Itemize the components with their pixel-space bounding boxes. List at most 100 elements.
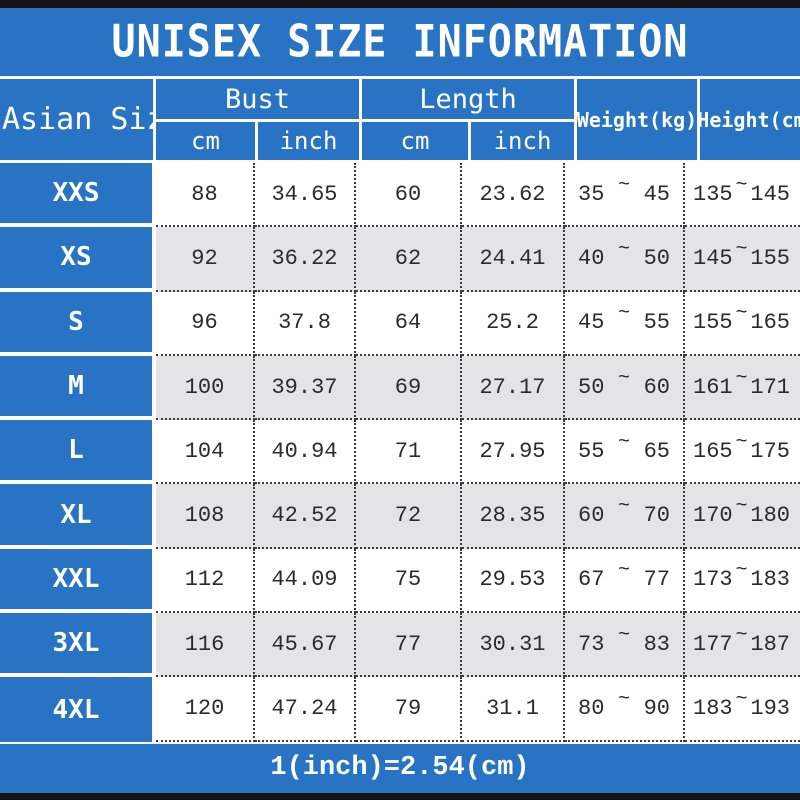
bust-inch-value: 37.8 xyxy=(255,291,356,356)
weight-range: 73 ~ 83 xyxy=(565,613,685,678)
length-inch-subheader: inch xyxy=(471,122,574,160)
bust-cm-subheader: cm xyxy=(156,122,255,160)
table-row: XXL 112 44.09 75 29.53 67 ~ 77 173 ~ 183 xyxy=(0,548,800,614)
table-row: 4XL 120 47.24 79 31.1 80 ~ 90 183 ~ 193 xyxy=(0,677,800,742)
table-row: S 96 37.8 64 25.2 45 ~ 55 155 ~ 165 xyxy=(0,291,800,356)
height-max-value: 165 xyxy=(750,310,790,336)
height-min-value: 183 xyxy=(693,696,733,722)
height-min-value: 165 xyxy=(693,438,733,464)
length-cm-value: 62 xyxy=(356,227,462,292)
weight-min-value: 35 xyxy=(578,181,605,207)
bust-inch-value: 39.37 xyxy=(255,355,356,421)
height-min-value: 170 xyxy=(693,503,733,529)
range-tilde: ~ xyxy=(617,688,630,712)
weight-max-value: 50 xyxy=(643,245,670,271)
weight-range: 35 ~ 45 xyxy=(565,163,685,228)
height-range: 177 ~ 187 xyxy=(685,613,800,678)
bust-cm-value: 108 xyxy=(156,484,255,549)
bust-inch-value: 47.24 xyxy=(255,677,356,742)
height-max-value: 155 xyxy=(750,245,790,271)
height-min-value: 145 xyxy=(693,245,733,271)
size-label: XL xyxy=(0,484,156,549)
height-max-value: 187 xyxy=(750,631,790,657)
title-band: UNISEX SIZE INFORMATION xyxy=(0,8,800,76)
height-range: 145 ~ 155 xyxy=(685,227,800,292)
height-range: 165 ~ 175 xyxy=(685,420,800,485)
length-cm-value: 64 xyxy=(356,291,462,356)
bust-inch-value: 44.09 xyxy=(255,548,356,614)
range-tilde: ~ xyxy=(617,430,630,454)
size-label: 4XL xyxy=(0,677,156,742)
weight-max-value: 77 xyxy=(643,567,670,593)
range-tilde: ~ xyxy=(735,623,748,647)
height-range: 170 ~ 180 xyxy=(685,484,800,549)
page-title: UNISEX SIZE INFORMATION xyxy=(111,16,689,68)
corner-header-asian-size: Asian Size xyxy=(0,79,183,160)
length-inch-value: 27.17 xyxy=(462,355,565,421)
weight-max-value: 70 xyxy=(643,503,670,529)
range-tilde: ~ xyxy=(735,430,748,454)
weight-range: 67 ~ 77 xyxy=(565,548,685,614)
length-inch-value: 23.62 xyxy=(462,163,565,228)
table-row: XL 108 42.52 72 28.35 60 ~ 70 170 ~ 180 xyxy=(0,484,800,549)
size-label: 3XL xyxy=(0,613,156,678)
length-inch-value: 28.35 xyxy=(462,484,565,549)
table-row: XXS 88 34.65 60 23.62 35 ~ 45 135 ~ 145 xyxy=(0,163,800,228)
weight-max-value: 45 xyxy=(643,181,670,207)
length-cm-value: 77 xyxy=(356,613,462,678)
height-min-value: 177 xyxy=(693,631,733,657)
bust-inch-value: 45.67 xyxy=(255,613,356,678)
weight-min-value: 50 xyxy=(578,374,605,400)
bust-inch-value: 36.22 xyxy=(255,227,356,292)
range-tilde: ~ xyxy=(735,366,748,390)
height-max-value: 183 xyxy=(750,567,790,593)
bottom-black-bar xyxy=(0,792,800,800)
bust-inch-value: 34.65 xyxy=(255,163,356,228)
length-cm-value: 60 xyxy=(356,163,462,228)
weight-range: 50 ~ 60 xyxy=(565,355,685,421)
height-range: 183 ~ 193 xyxy=(685,677,800,742)
length-cm-value: 72 xyxy=(356,484,462,549)
length-inch-value: 31.1 xyxy=(462,677,565,742)
length-inch-value: 24.41 xyxy=(462,227,565,292)
height-range: 155 ~ 165 xyxy=(685,291,800,356)
footer-band: 1(inch)=2.54(cm) xyxy=(0,743,800,793)
weight-range: 60 ~ 70 xyxy=(565,484,685,549)
height-max-value: 145 xyxy=(750,181,790,207)
weight-max-value: 83 xyxy=(643,631,670,657)
range-tilde: ~ xyxy=(617,623,630,647)
length-inch-value: 25.2 xyxy=(462,291,565,356)
bust-cm-value: 92 xyxy=(156,227,255,292)
weight-min-value: 73 xyxy=(578,631,605,657)
bust-cm-value: 100 xyxy=(156,355,255,421)
range-tilde: ~ xyxy=(735,173,748,197)
bust-cm-value: 120 xyxy=(156,677,255,742)
bust-cm-value: 104 xyxy=(156,420,255,485)
weight-range: 40 ~ 50 xyxy=(565,227,685,292)
length-group-header: Length xyxy=(362,79,574,119)
range-tilde: ~ xyxy=(735,559,748,583)
range-tilde: ~ xyxy=(617,559,630,583)
weight-column-header: Weight(kg) xyxy=(577,79,697,160)
size-label: M xyxy=(0,355,156,421)
length-cm-value: 69 xyxy=(356,355,462,421)
size-label: XXL xyxy=(0,548,156,614)
range-tilde: ~ xyxy=(617,366,630,390)
table-row: 3XL 116 45.67 77 30.31 73 ~ 83 177 ~ 187 xyxy=(0,613,800,678)
length-cm-subheader: cm xyxy=(362,122,468,160)
height-max-value: 175 xyxy=(750,438,790,464)
weight-min-value: 67 xyxy=(578,567,605,593)
length-cm-value: 75 xyxy=(356,548,462,614)
height-column-header: Height(cm) xyxy=(697,79,800,160)
table-body: XXS 88 34.65 60 23.62 35 ~ 45 135 ~ 145 … xyxy=(0,163,800,742)
bust-group-header: Bust xyxy=(156,79,359,119)
weight-max-value: 65 xyxy=(643,438,670,464)
bust-inch-value: 40.94 xyxy=(255,420,356,485)
size-label: L xyxy=(0,420,156,485)
weight-min-value: 60 xyxy=(578,503,605,529)
range-tilde: ~ xyxy=(735,302,748,326)
height-min-value: 135 xyxy=(693,181,733,207)
height-min-value: 161 xyxy=(693,374,733,400)
height-min-value: 155 xyxy=(693,310,733,336)
